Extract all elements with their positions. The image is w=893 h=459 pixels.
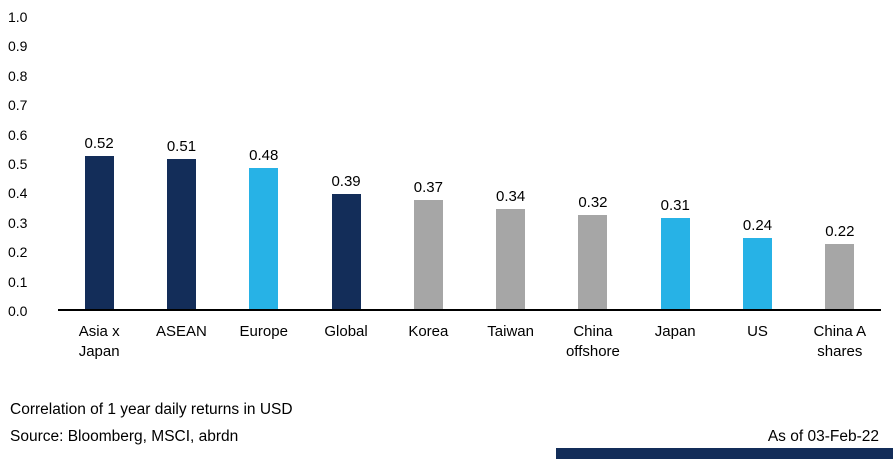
- chart-note: Correlation of 1 year daily returns in U…: [10, 401, 293, 418]
- bar-value-label: 0.24: [742, 217, 773, 235]
- bar-value-label: 0.37: [413, 179, 443, 197]
- category-label: China offshore: [565, 323, 620, 360]
- bar: [249, 167, 279, 309]
- category-label: ASEAN: [156, 323, 207, 340]
- category-label: Asia x Japan: [78, 323, 120, 360]
- brand-strip: [556, 448, 893, 459]
- bar-column: 0.32: [552, 17, 634, 309]
- bar-value-label: 0.39: [331, 173, 361, 191]
- y-tick-label: 0.2: [8, 244, 28, 261]
- y-tick-label: 0.5: [8, 156, 28, 172]
- bar: [660, 217, 690, 309]
- bar-column: 0.31: [634, 17, 716, 309]
- y-tick-label: 0.9: [8, 38, 28, 55]
- bar-value-label: 0.51: [166, 138, 197, 156]
- bar: [496, 209, 526, 309]
- bar-column: 0.37: [387, 17, 469, 309]
- y-tick-label: 0.0: [8, 303, 28, 319]
- y-axis: 0.0 0.1 0.2 0.3 0.4 0.5 0.6 0.7 0.8 0.9 1.0: [0, 10, 50, 318]
- bar-column: 0.48: [223, 17, 305, 309]
- bar-column: 0.51: [140, 17, 222, 309]
- y-tick-label: 0.1: [8, 273, 28, 290]
- plot-area: 0.52 0.51 0.48 0.39 0.37 0.34 0.32 0.31 0.24 0.22: [58, 17, 881, 311]
- category-label: Japan: [654, 323, 696, 340]
- bar: [578, 214, 608, 309]
- bar: [743, 238, 773, 309]
- bar: [331, 194, 361, 309]
- source-text: Source: Bloomberg, MSCI, abrdn: [10, 428, 239, 445]
- bar-column: 0.22: [799, 17, 881, 309]
- bar-column: 0.24: [716, 17, 798, 309]
- bar-value-label: 0.48: [249, 146, 279, 164]
- source-row: Source: Bloomberg, MSCI, abrdn As of 03-…: [10, 428, 879, 446]
- y-tick-label: 1.0: [8, 9, 28, 25]
- category-label: Global: [324, 323, 368, 340]
- category-label: Korea: [408, 323, 449, 340]
- category-labels: Asia x Japan ASEAN Europe Global Korea Taiwan…: [58, 322, 881, 362]
- bar-value-label: 0.52: [84, 135, 114, 153]
- bar-value-label: 0.22: [825, 223, 855, 241]
- as-of-date: As of 03-Feb-22: [767, 428, 879, 445]
- bar-value-label: 0.34: [496, 188, 526, 206]
- bar: [166, 159, 196, 309]
- bar: [825, 244, 855, 309]
- bar-column: 0.39: [305, 17, 387, 309]
- category-label: Taiwan: [487, 323, 534, 340]
- category-label: Europe: [239, 323, 288, 340]
- y-tick-label: 0.6: [8, 126, 28, 143]
- category-label: US: [747, 323, 768, 340]
- y-tick-label: 0.8: [8, 67, 28, 84]
- y-tick-label: 0.7: [8, 97, 28, 114]
- bar-value-label: 0.31: [660, 196, 690, 214]
- y-tick-label: 0.4: [8, 185, 28, 202]
- y-tick-label: 0.3: [8, 214, 28, 231]
- bar-column: 0.34: [469, 17, 551, 309]
- bar-column: 0.52: [58, 17, 140, 309]
- bar-value-label: 0.32: [578, 193, 608, 211]
- bar: [413, 200, 443, 309]
- category-label: China A shares: [813, 323, 867, 360]
- bar: [84, 156, 114, 309]
